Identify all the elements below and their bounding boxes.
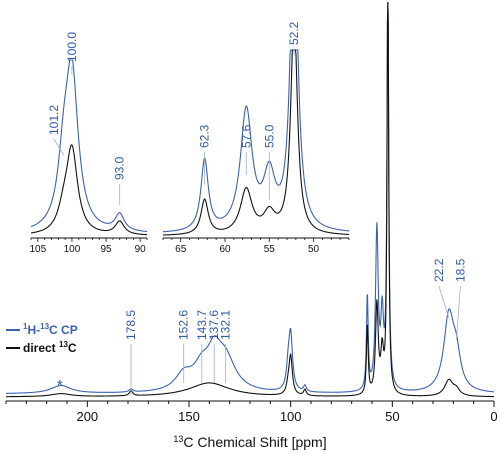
inset-direct-series-line (162, 49, 350, 236)
legend-cp-mid: H- (27, 323, 40, 337)
peak-label: 18.5 (453, 258, 467, 282)
x-tick-label: 0 (490, 409, 497, 424)
legend-cp-sup2: 13 (40, 322, 49, 331)
inset-peak-leader (53, 138, 65, 156)
peak-label-leader (455, 285, 461, 341)
legend-cp-end: C CP (49, 323, 78, 337)
inset-tick-label: 50 (308, 244, 320, 255)
inset-anomeric-region: 105 100 95 90 101.2 100.0 93.0 (29, 32, 148, 255)
x-axis-title: 13C Chemical Shift [ppm] (173, 434, 326, 450)
main-direct-series-line (6, 1, 495, 398)
inset-cp-series-line (30, 59, 148, 233)
legend-direct-sup: 13 (59, 340, 68, 349)
x-axis-ticks: 200 150 100 50 0 (5, 401, 498, 424)
legend-direct-pre: direct (23, 341, 59, 355)
x-tick-label: 50 (385, 409, 399, 424)
inset-tick-label: 55 (264, 244, 276, 255)
spinning-sideband-asterisk: * (57, 377, 63, 394)
inset-peak-label: 55.0 (262, 124, 276, 148)
legend-direct-end: C (68, 341, 77, 355)
inset-peak-label: 93.0 (113, 156, 127, 180)
inset-tick-label: 105 (29, 244, 46, 255)
peak-label-leader (438, 285, 450, 319)
inset-direct-series-line (30, 144, 148, 236)
inset-tick-label: 90 (135, 244, 147, 255)
x-tick-label: 100 (280, 409, 302, 424)
inset-tick-label: 65 (175, 244, 187, 255)
peak-label: 152.6 (177, 310, 191, 340)
inset-peak-label: 52.2 (287, 21, 301, 45)
x-axis-title-superscript: 13 (173, 434, 183, 444)
main-cp-series-line (5, 1, 495, 394)
inset-peak-label: 57.6 (239, 124, 253, 148)
legend-cp-sup1: 1 (23, 322, 28, 331)
inset-cp-series-line (162, 49, 350, 233)
peak-label: 22.2 (432, 258, 446, 282)
inset-peak-label: 62.3 (198, 124, 212, 148)
peak-label: 137.6 (207, 310, 221, 340)
inset-aliphatic-region: 65 60 55 50 62.3 57.6 55.0 52.2 (162, 21, 350, 255)
x-tick-label: 200 (76, 409, 98, 424)
peak-label: 132.1 (218, 310, 232, 340)
main-plot: 200 150 100 50 0 178.5 152.6 143.7137.6132.122… (5, 1, 498, 450)
inset-tick-label: 100 (64, 244, 81, 255)
inset-tick-label: 60 (219, 244, 231, 255)
peak-label: 178.5 (124, 310, 138, 340)
legend: 1H-13C CP direct 13C (6, 322, 78, 355)
legend-direct-label: direct 13C (23, 340, 77, 355)
inset-peak-label: 101.2 (47, 105, 61, 135)
inset-tick-label: 95 (100, 244, 112, 255)
legend-cp-label: 1H-13C CP (23, 322, 78, 337)
x-tick-label: 150 (178, 409, 200, 424)
peak-label: 143.7 (195, 310, 209, 340)
x-axis-title-text: C Chemical Shift [ppm] (183, 434, 326, 450)
inset-peak-label: 100.0 (65, 32, 79, 62)
